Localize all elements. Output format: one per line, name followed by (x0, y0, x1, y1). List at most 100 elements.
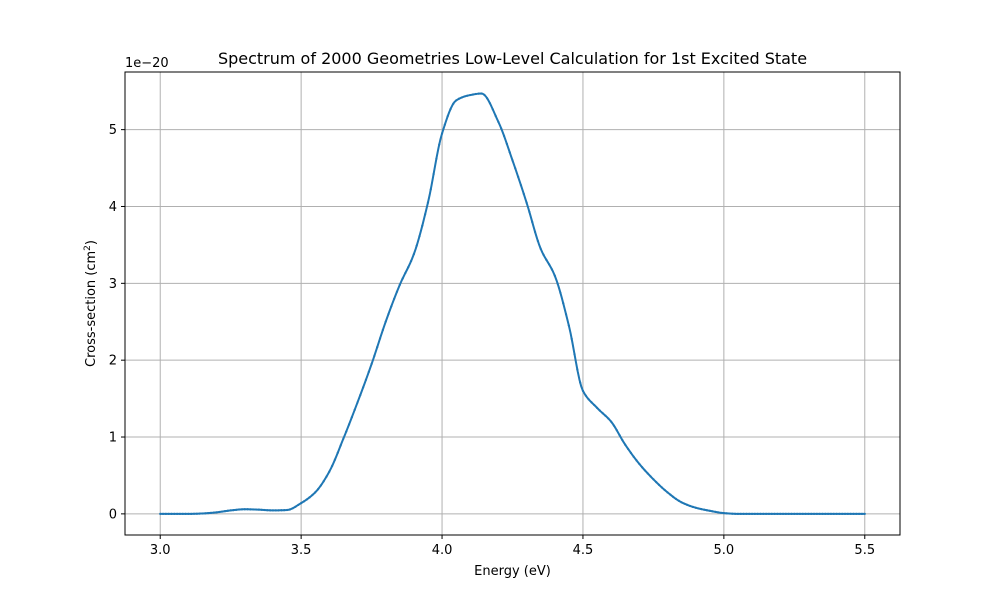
data-point (466, 94, 469, 97)
data-point (347, 423, 351, 426)
data-point (209, 511, 213, 514)
data-point (384, 320, 387, 323)
data-point (184, 512, 187, 515)
data-point (787, 512, 790, 515)
data-point (491, 108, 494, 111)
data-point (404, 271, 407, 275)
data-point (762, 512, 765, 515)
y-axis-label-end: ) (84, 240, 99, 245)
data-point (798, 512, 802, 515)
plot-frame (124, 71, 901, 536)
data-point (376, 346, 379, 349)
data-point (398, 283, 401, 286)
data-point (435, 157, 438, 160)
data-point (500, 127, 503, 130)
data-point (674, 497, 678, 500)
data-point (192, 512, 196, 515)
data-point (364, 378, 368, 381)
data-point (240, 508, 244, 511)
data-point (440, 132, 444, 135)
data-point (767, 512, 771, 515)
data-point (181, 512, 184, 515)
data-point (314, 491, 317, 494)
data-point (333, 458, 337, 461)
data-point (604, 414, 607, 417)
data-point (449, 108, 452, 111)
data-point (641, 466, 644, 469)
data-point (497, 120, 500, 124)
data-point (579, 381, 582, 384)
data-point (686, 503, 689, 506)
data-point (328, 470, 331, 473)
data-point (832, 512, 835, 515)
data-point (198, 512, 201, 515)
data-point (576, 368, 579, 371)
data-point (719, 511, 723, 514)
data-point (821, 512, 824, 515)
data-point (350, 416, 353, 419)
data-point (556, 282, 559, 285)
data-point (818, 512, 821, 515)
data-point (446, 115, 449, 118)
data-point (522, 192, 525, 195)
data-point (173, 512, 176, 515)
data-point (858, 512, 861, 515)
data-point (717, 511, 720, 514)
data-point (401, 277, 404, 280)
data-point (167, 512, 170, 515)
data-point (601, 412, 604, 415)
data-point (629, 451, 632, 454)
data-point (356, 401, 359, 404)
data-point (339, 444, 342, 447)
data-point (703, 508, 706, 511)
data-point (331, 464, 334, 468)
data-point (238, 508, 241, 511)
data-point (660, 486, 663, 489)
data-point (452, 102, 455, 105)
data-point (249, 508, 252, 511)
data-point (657, 483, 661, 486)
data-point (590, 401, 593, 404)
data-point (852, 512, 855, 515)
data-point (514, 167, 517, 170)
data-point (221, 510, 224, 513)
data-point (342, 437, 345, 440)
y-axis-label-superscript: 2 (83, 245, 93, 251)
data-point (725, 512, 728, 515)
data-point (288, 508, 291, 511)
data-point (728, 512, 731, 515)
data-point (412, 253, 415, 256)
data-point (815, 512, 818, 515)
data-point (612, 424, 616, 427)
data-point (688, 504, 692, 508)
y-tick-label: 4 (109, 200, 117, 215)
data-point (584, 394, 587, 397)
data-point (457, 97, 461, 100)
data-point (559, 291, 562, 294)
data-point (291, 507, 294, 510)
data-point (677, 499, 680, 502)
x-tick-label: 4.5 (573, 543, 594, 558)
data-point (223, 510, 227, 513)
data-point (632, 455, 635, 458)
data-point (195, 512, 198, 515)
data-point (393, 297, 396, 300)
data-point (367, 370, 370, 374)
data-point (243, 508, 246, 511)
data-point (570, 337, 573, 340)
tick-layer: 3.0 3.5 4.0 4.5 5.0 5.5 0 1 2 3 4 5 (109, 123, 875, 558)
data-point (838, 512, 841, 515)
data-point (161, 512, 165, 515)
data-point (443, 123, 446, 126)
data-point (652, 478, 655, 481)
x-axis-label: Energy (eV) (474, 564, 551, 579)
x-tick-label: 3.5 (291, 543, 312, 558)
data-point (539, 247, 542, 250)
data-point (610, 420, 613, 423)
data-point (322, 480, 325, 483)
data-point (477, 92, 480, 95)
data-point (505, 142, 508, 145)
data-point (176, 512, 179, 515)
data-point (700, 508, 703, 511)
data-point (542, 253, 545, 256)
